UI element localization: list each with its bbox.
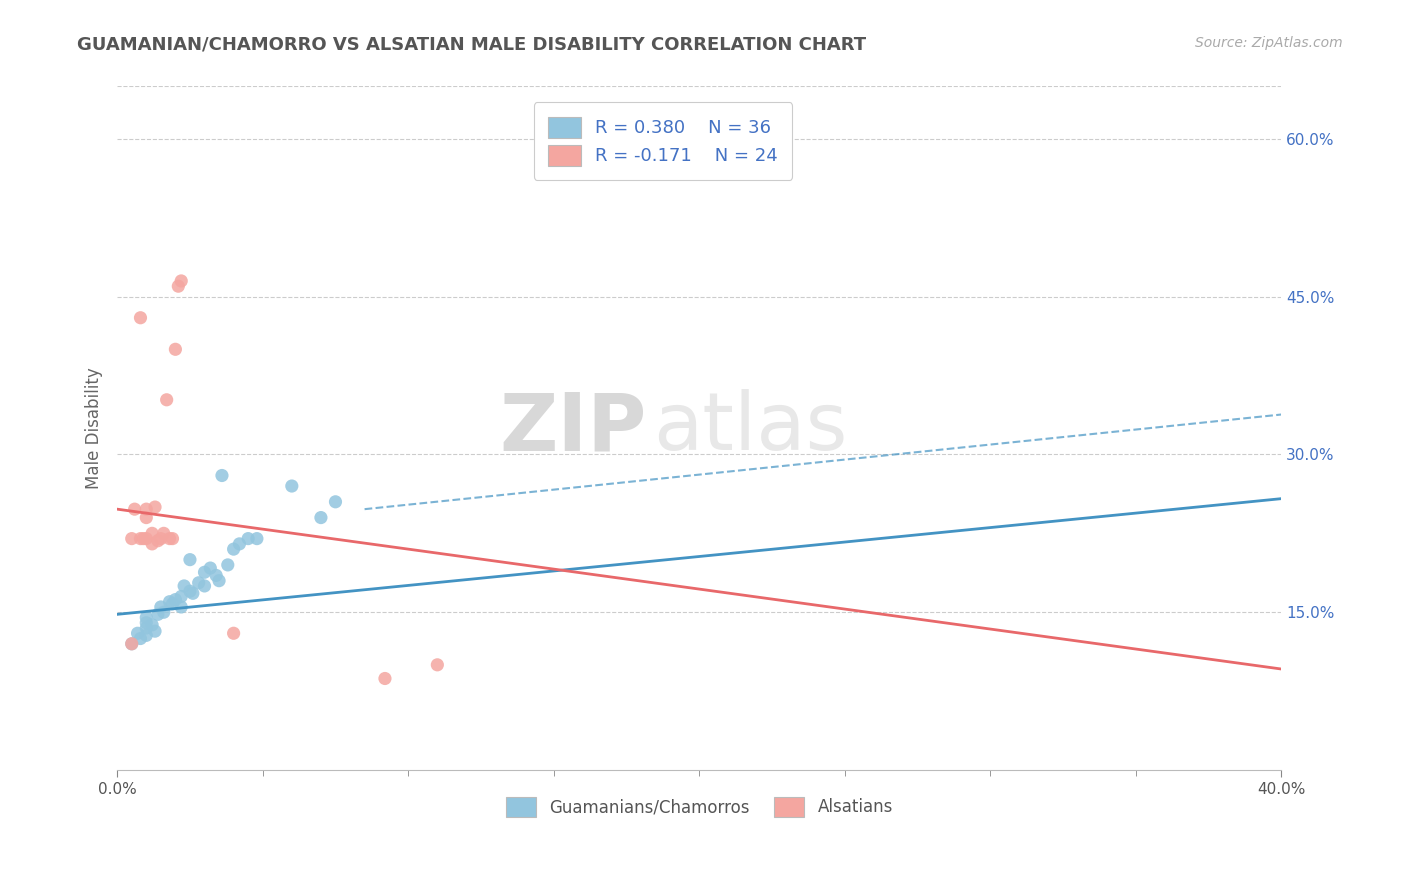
Point bbox=[173, 579, 195, 593]
Point bbox=[222, 626, 245, 640]
Point bbox=[246, 532, 269, 546]
Point bbox=[143, 500, 166, 514]
Point bbox=[205, 568, 228, 582]
Point bbox=[127, 626, 149, 640]
Point bbox=[159, 532, 181, 546]
Point bbox=[141, 537, 163, 551]
Point bbox=[211, 468, 233, 483]
Point bbox=[121, 532, 143, 546]
Point bbox=[374, 672, 396, 686]
Point bbox=[159, 595, 181, 609]
Point bbox=[325, 495, 347, 509]
Point bbox=[152, 526, 174, 541]
Point bbox=[141, 526, 163, 541]
Text: atlas: atlas bbox=[652, 389, 846, 467]
Point bbox=[121, 637, 143, 651]
Point bbox=[179, 552, 201, 566]
Point bbox=[165, 343, 187, 357]
Point bbox=[309, 510, 332, 524]
Point bbox=[208, 574, 231, 588]
Point bbox=[170, 599, 193, 614]
Point bbox=[135, 610, 157, 624]
Y-axis label: Male Disability: Male Disability bbox=[86, 368, 103, 489]
Point bbox=[162, 532, 184, 546]
Point bbox=[170, 274, 193, 288]
Text: Source: ZipAtlas.com: Source: ZipAtlas.com bbox=[1195, 36, 1343, 50]
Point bbox=[135, 621, 157, 635]
Point bbox=[129, 532, 152, 546]
Point bbox=[426, 657, 449, 672]
Point bbox=[146, 607, 169, 622]
Point bbox=[228, 537, 250, 551]
Point bbox=[152, 605, 174, 619]
Point bbox=[238, 532, 260, 546]
Point bbox=[167, 279, 190, 293]
Text: ZIP: ZIP bbox=[499, 389, 647, 467]
Point bbox=[179, 584, 201, 599]
Point bbox=[222, 542, 245, 557]
Point bbox=[181, 586, 204, 600]
Point bbox=[129, 310, 152, 325]
Point bbox=[135, 628, 157, 642]
Point bbox=[124, 502, 146, 516]
Point bbox=[193, 566, 215, 580]
Text: GUAMANIAN/CHAMORRO VS ALSATIAN MALE DISABILITY CORRELATION CHART: GUAMANIAN/CHAMORRO VS ALSATIAN MALE DISA… bbox=[77, 36, 866, 54]
Point bbox=[200, 561, 222, 575]
Point bbox=[135, 615, 157, 630]
Point bbox=[141, 618, 163, 632]
Point bbox=[165, 592, 187, 607]
Point bbox=[193, 579, 215, 593]
Point bbox=[149, 599, 172, 614]
Point bbox=[281, 479, 304, 493]
Point bbox=[121, 637, 143, 651]
Point bbox=[187, 575, 209, 590]
Point bbox=[162, 597, 184, 611]
Point bbox=[129, 632, 152, 646]
Point bbox=[217, 558, 239, 572]
Point bbox=[135, 502, 157, 516]
Point bbox=[170, 590, 193, 604]
Point bbox=[156, 392, 179, 407]
Point bbox=[132, 532, 155, 546]
Point bbox=[135, 532, 157, 546]
Point bbox=[143, 624, 166, 639]
Point bbox=[146, 533, 169, 548]
Legend: Guamanians/Chamorros, Alsatians: Guamanians/Chamorros, Alsatians bbox=[499, 790, 900, 823]
Point bbox=[135, 510, 157, 524]
Point bbox=[149, 532, 172, 546]
